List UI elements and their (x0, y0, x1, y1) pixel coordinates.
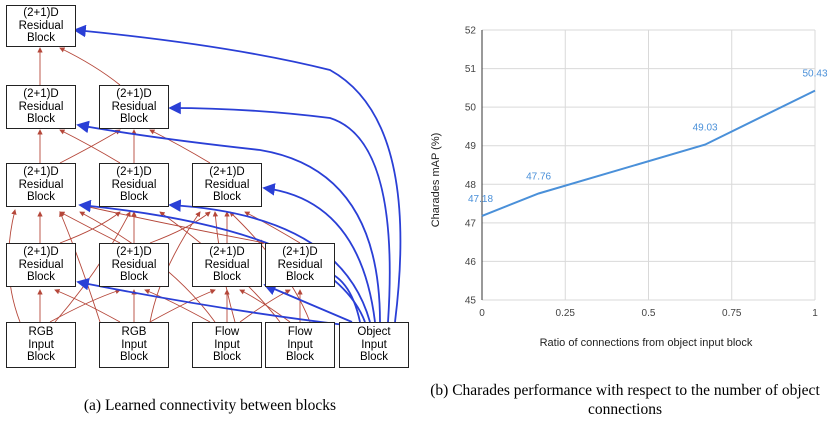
block-label: RGB Input Block (26, 326, 56, 364)
y-tick-label: 47 (465, 218, 477, 229)
edge (73, 24, 402, 323)
data-label: 49.03 (693, 123, 718, 134)
edge (54, 289, 121, 323)
edge (59, 47, 121, 86)
object-connections (73, 24, 402, 326)
edge (76, 277, 346, 326)
data-label: 50.43 (802, 69, 827, 80)
block-label: (2+1)D Residual Block (111, 88, 157, 126)
rgb-input-block-2: RGB Input Block (99, 322, 169, 368)
residual-block-top: (2+1)D Residual Block (6, 5, 76, 47)
residual-block-l1b: (2+1)D Residual Block (99, 243, 169, 287)
block-label: (2+1)D Residual Block (18, 246, 64, 284)
block-label: (2+1)D Residual Block (111, 166, 157, 204)
y-tick-label: 48 (465, 180, 477, 191)
block-label: (2+1)D Residual Block (18, 88, 64, 126)
x-tick-label: 0.5 (642, 308, 656, 319)
residual-block-l1a: (2+1)D Residual Block (6, 243, 76, 287)
rgb-input-block-1: RGB Input Block (6, 322, 76, 368)
data-label: 47.18 (468, 194, 493, 205)
y-tick-label: 51 (465, 64, 477, 75)
block-label: (2+1)D Residual Block (18, 166, 64, 204)
edge (59, 129, 121, 164)
residual-block-l2a: (2+1)D Residual Block (6, 163, 76, 207)
chart-grid (481, 29, 816, 301)
block-label: (2+1)D Residual Block (277, 246, 323, 284)
block-label: (2+1)D Residual Block (204, 246, 250, 284)
y-axis-title: Charades mAP (%) (430, 133, 442, 228)
residual-block-l2b: (2+1)D Residual Block (99, 163, 169, 207)
edge (59, 211, 101, 323)
edge (144, 289, 211, 323)
caption-b: (b) Charades performance with respect to… (430, 382, 820, 418)
flow-input-block-2: Flow Input Block (265, 322, 335, 368)
edge (59, 211, 121, 244)
edge (262, 183, 376, 323)
edge (168, 101, 391, 323)
y-tick-label: 49 (465, 141, 477, 152)
data-labels: 47.18 47.76 49.03 50.43 (468, 69, 828, 205)
edge (263, 283, 353, 323)
edge (54, 211, 131, 323)
map-line-chart: 45 46 47 48 49 50 51 52 0 0.25 0.5 0.75 1 47.18 47.7… (430, 26, 828, 350)
edge (149, 129, 211, 164)
edge (149, 289, 216, 323)
x-tick-label: 1 (812, 308, 818, 319)
residual-block-l2c: (2+1)D Residual Block (192, 163, 262, 207)
block-label: Flow Input Block (212, 326, 242, 364)
edge (76, 120, 381, 323)
x-tick-labels: 0 0.25 0.5 0.75 1 (479, 308, 818, 319)
y-tick-label: 52 (465, 26, 477, 37)
edge (59, 211, 121, 244)
series-line (481, 89, 816, 217)
block-label: (2+1)D Residual Block (111, 246, 157, 284)
edge (49, 288, 121, 323)
block-label: Object Input Block (357, 326, 391, 364)
residual-block-l1d: (2+1)D Residual Block (265, 243, 335, 287)
block-label: RGB Input Block (119, 326, 149, 364)
connection-edges (8, 24, 402, 326)
edge (149, 211, 211, 244)
residual-block-l1c: (2+1)D Residual Block (192, 243, 262, 287)
connectivity-diagram: (2+1)D Residual Block (2+1)D Residual Bl… (0, 0, 420, 375)
block-label: (2+1)D Residual Block (18, 7, 64, 45)
data-label: 47.76 (526, 172, 551, 183)
caption-a: (a) Learned connectivity between blocks (83, 397, 337, 414)
object-input-block: Object Input Block (339, 322, 409, 368)
x-tick-label: 0.75 (722, 308, 742, 319)
edge (59, 129, 121, 164)
edge (239, 289, 291, 323)
block-label: Flow Input Block (285, 326, 315, 364)
block-label: (2+1)D Residual Block (204, 166, 250, 204)
y-tick-label: 50 (465, 103, 477, 114)
x-tick-label: 0 (479, 308, 485, 319)
x-tick-label: 0.25 (556, 308, 576, 319)
residual-block-l3b: (2+1)D Residual Block (99, 85, 169, 129)
edge (79, 204, 266, 245)
x-axis-title: Ratio of connections from object input b… (540, 337, 753, 349)
flow-input-block-1: Flow Input Block (192, 322, 262, 368)
y-tick-label: 46 (465, 257, 477, 268)
edge (239, 289, 291, 323)
y-tick-label: 45 (465, 296, 477, 307)
edge (168, 199, 371, 323)
edge (244, 211, 301, 244)
residual-block-l3a: (2+1)D Residual Block (6, 85, 76, 129)
y-tick-labels: 45 46 47 48 49 50 51 52 (465, 26, 477, 307)
